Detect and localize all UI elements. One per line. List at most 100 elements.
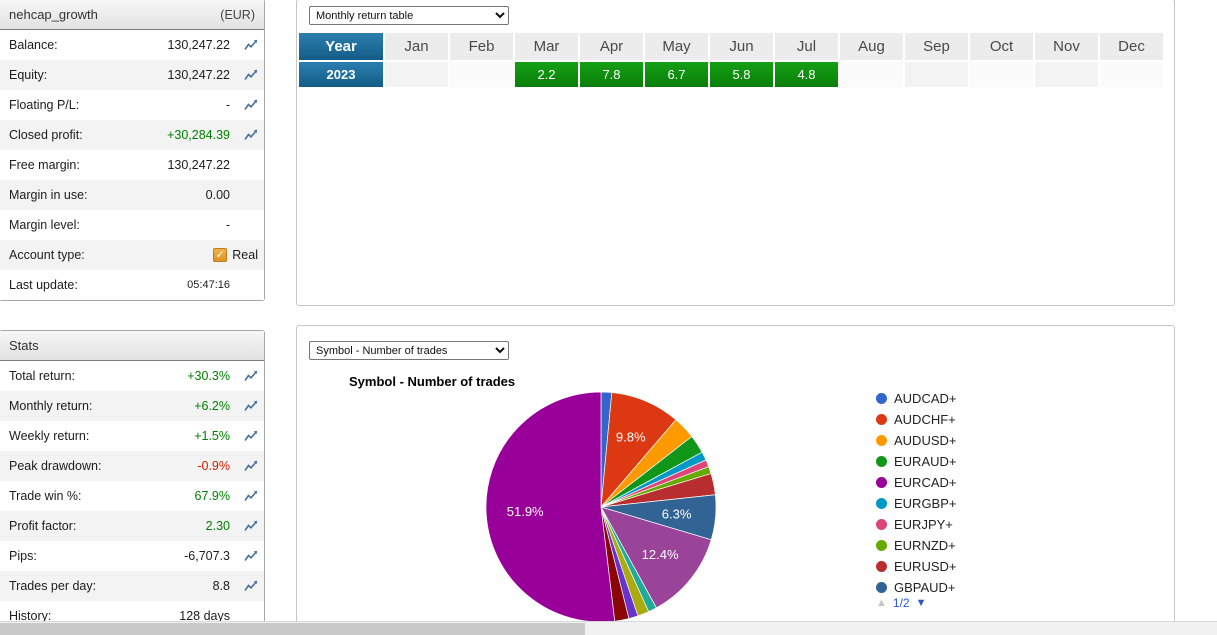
account-currency: (EUR) xyxy=(220,7,255,22)
legend-label: AUDCAD+ xyxy=(894,391,957,406)
account-row-value: Real xyxy=(232,248,258,262)
stat-row-label: Trades per day: xyxy=(9,579,97,593)
account-row-label: Free margin: xyxy=(9,158,80,172)
monthly-view-select[interactable]: Monthly return table xyxy=(309,6,509,25)
chart-edit-icon[interactable] xyxy=(234,520,258,532)
legend-item-gbpaud[interactable]: GBPAUD+ xyxy=(876,577,957,598)
stat-row-value: 128 days xyxy=(179,609,230,623)
stat-row-label: Monthly return: xyxy=(9,399,93,413)
chart-edit-icon[interactable] xyxy=(234,370,258,382)
month-column-header: Jun xyxy=(710,33,773,60)
stat-row-label: History: xyxy=(9,609,52,623)
chart-edit-icon[interactable] xyxy=(234,550,258,562)
account-row: Last update: 05:47:16 xyxy=(0,270,264,300)
legend-label: EURJPY+ xyxy=(894,517,953,532)
symbol-view-select[interactable]: Symbol - Number of trades xyxy=(309,341,509,360)
legend-label: EURUSD+ xyxy=(894,559,957,574)
legend-item-audusd[interactable]: AUDUSD+ xyxy=(876,430,957,451)
account-row-value: 130,247.22 xyxy=(167,68,230,82)
account-row-value: 130,247.22 xyxy=(167,158,230,172)
pie-percent-label: 12.4% xyxy=(642,547,679,562)
month-column-header: Oct xyxy=(970,33,1033,60)
legend-label: AUDUSD+ xyxy=(894,433,957,448)
account-row-label: Account type: xyxy=(9,248,85,262)
horizontal-scrollbar-thumb[interactable] xyxy=(0,623,585,635)
chart-title: Symbol - Number of trades xyxy=(349,374,516,389)
stat-row: Monthly return: +6.2% xyxy=(0,391,264,421)
empty-cell xyxy=(905,62,968,87)
account-row-label: Last update: xyxy=(9,278,78,292)
symbol-pie-chart: 9.8% 6.3% 12.4% 51.9% xyxy=(485,391,717,623)
legend-item-eurusd[interactable]: EURUSD+ xyxy=(876,556,957,577)
monthly-table-row: 2023 2.2 7.8 6.7 5.8 4.8 xyxy=(299,62,1163,87)
stats-rows: Total return: +30.3% Monthly return: +6.2% W… xyxy=(0,361,264,631)
chart-edit-icon[interactable] xyxy=(234,99,258,111)
legend-item-audcad[interactable]: AUDCAD+ xyxy=(876,388,957,409)
legend-label: EURAUD+ xyxy=(894,454,957,469)
account-row: Balance: 130,247.22 xyxy=(0,30,264,60)
return-cell: 7.8 xyxy=(580,62,643,87)
empty-cell xyxy=(450,62,513,87)
chart-edit-icon[interactable] xyxy=(234,129,258,141)
legend-page-indicator: 1/2 xyxy=(892,596,910,610)
chart-edit-icon[interactable] xyxy=(234,430,258,442)
chart-edit-icon[interactable] xyxy=(234,460,258,472)
legend-pager: ▲ 1/2 ▼ xyxy=(876,596,926,610)
legend-color-dot xyxy=(876,456,887,467)
month-column-header: Nov xyxy=(1035,33,1098,60)
month-column-header: Apr xyxy=(580,33,643,60)
account-row-label: Balance: xyxy=(9,38,58,52)
pie-slice-eurcad[interactable] xyxy=(485,391,616,623)
month-column-header: Dec xyxy=(1100,33,1163,60)
legend-label: EURGBP+ xyxy=(894,496,957,511)
pie-percent-label: 51.9% xyxy=(507,504,544,519)
account-row-label: Floating P/L: xyxy=(9,98,80,112)
account-type-checkbox[interactable]: ✓ xyxy=(213,248,228,262)
stats-panel-header: Stats xyxy=(0,331,264,361)
empty-cell xyxy=(1035,62,1098,87)
chart-edit-icon[interactable] xyxy=(234,69,258,81)
legend-item-audchf[interactable]: AUDCHF+ xyxy=(876,409,957,430)
month-column-header: Feb xyxy=(450,33,513,60)
legend-prev-icon[interactable]: ▲ xyxy=(876,597,887,609)
stat-row-value: 2.30 xyxy=(205,519,230,533)
legend-color-dot xyxy=(876,435,887,446)
month-column-header: Aug xyxy=(840,33,903,60)
account-row: Equity: 130,247.22 xyxy=(0,60,264,90)
stat-row-value: 8.8 xyxy=(212,579,230,593)
account-row: Margin level: - xyxy=(0,210,264,240)
account-row: Margin in use: 0.00 xyxy=(0,180,264,210)
return-cell: 5.8 xyxy=(710,62,773,87)
stat-row-value: +6.2% xyxy=(194,399,230,413)
stat-row: Pips: -6,707.3 xyxy=(0,541,264,571)
chart-edit-icon[interactable] xyxy=(234,580,258,592)
horizontal-scrollbar[interactable] xyxy=(0,621,1217,635)
chart-edit-icon[interactable] xyxy=(234,39,258,51)
stat-row-value: -6,707.3 xyxy=(184,549,230,563)
legend-color-dot xyxy=(876,519,887,530)
legend-color-dot xyxy=(876,477,887,488)
return-cell: 4.8 xyxy=(775,62,838,87)
legend-item-euraud[interactable]: EURAUD+ xyxy=(876,451,957,472)
legend-color-dot xyxy=(876,582,887,593)
stat-row: Profit factor: 2.30 xyxy=(0,511,264,541)
legend-color-dot xyxy=(876,393,887,404)
legend-item-eurgbp[interactable]: EURGBP+ xyxy=(876,493,957,514)
symbol-panel: Symbol - Number of trades Symbol - Numbe… xyxy=(296,325,1175,635)
monthly-return-panel: Monthly return table Year Jan Feb Mar Apr May… xyxy=(296,0,1175,306)
stat-row-label: Pips: xyxy=(9,549,37,563)
year-column-header: Year xyxy=(299,33,383,60)
legend-next-icon[interactable]: ▼ xyxy=(915,597,927,609)
chart-edit-icon[interactable] xyxy=(234,490,258,502)
legend-label: EURCAD+ xyxy=(894,475,957,490)
legend-item-eurjpy[interactable]: EURJPY+ xyxy=(876,514,957,535)
stat-row: Trade win %: 67.9% xyxy=(0,481,264,511)
stat-row-value: -0.9% xyxy=(197,459,230,473)
pie-slice[interactable] xyxy=(600,506,712,609)
account-rows: Balance: 130,247.22 Equity: 130,247.22 Float… xyxy=(0,30,264,300)
stat-row-value: +1.5% xyxy=(194,429,230,443)
legend-item-eurcad[interactable]: EURCAD+ xyxy=(876,472,957,493)
chart-edit-icon[interactable] xyxy=(234,400,258,412)
legend-item-eurnzd[interactable]: EURNZD+ xyxy=(876,535,957,556)
account-row-label: Equity: xyxy=(9,68,48,82)
